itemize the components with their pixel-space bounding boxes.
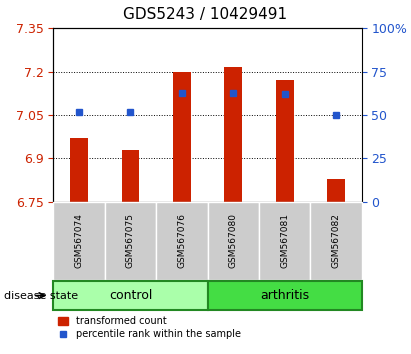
FancyBboxPatch shape [53, 202, 105, 280]
FancyBboxPatch shape [259, 202, 310, 280]
Bar [327, 179, 345, 202]
FancyBboxPatch shape [208, 202, 259, 280]
Text: arthritis: arthritis [260, 289, 309, 302]
FancyBboxPatch shape [208, 281, 362, 310]
Text: GSM567081: GSM567081 [280, 213, 289, 268]
Text: GSM567076: GSM567076 [178, 213, 186, 268]
FancyBboxPatch shape [156, 202, 208, 280]
Text: GSM567074: GSM567074 [75, 213, 83, 268]
Legend: transformed count, percentile rank within the sample: transformed count, percentile rank withi… [58, 316, 241, 339]
Text: GSM567075: GSM567075 [126, 213, 135, 268]
FancyBboxPatch shape [310, 202, 362, 280]
Bar [122, 150, 139, 202]
Text: GSM567082: GSM567082 [332, 213, 340, 268]
Text: disease state: disease state [4, 291, 78, 301]
Bar [70, 138, 88, 202]
FancyBboxPatch shape [105, 202, 156, 280]
Text: control: control [109, 289, 152, 302]
Text: GDS5243 / 10429491: GDS5243 / 10429491 [123, 7, 288, 22]
Bar [276, 80, 293, 202]
Bar [224, 67, 242, 202]
FancyBboxPatch shape [53, 281, 208, 310]
Text: GSM567080: GSM567080 [229, 213, 238, 268]
Bar [173, 72, 191, 202]
